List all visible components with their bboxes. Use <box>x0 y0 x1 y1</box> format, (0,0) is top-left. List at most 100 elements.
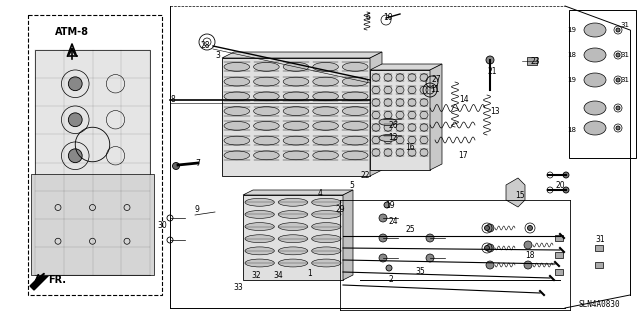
Ellipse shape <box>313 107 339 115</box>
Bar <box>595 262 603 268</box>
Circle shape <box>616 106 620 110</box>
Ellipse shape <box>283 77 309 86</box>
Circle shape <box>527 226 532 231</box>
Bar <box>555 269 563 275</box>
Polygon shape <box>31 174 154 275</box>
Text: 35: 35 <box>415 268 425 277</box>
Text: 23: 23 <box>530 57 540 66</box>
Ellipse shape <box>224 151 250 160</box>
Ellipse shape <box>313 77 339 86</box>
Ellipse shape <box>313 136 339 145</box>
Ellipse shape <box>420 99 428 106</box>
Polygon shape <box>243 190 353 195</box>
Ellipse shape <box>278 223 308 231</box>
Text: 14: 14 <box>459 95 469 105</box>
Circle shape <box>524 261 532 269</box>
Ellipse shape <box>408 124 416 131</box>
Bar <box>555 252 563 258</box>
Text: 16: 16 <box>405 144 415 152</box>
Ellipse shape <box>312 259 341 267</box>
Ellipse shape <box>372 111 380 119</box>
Bar <box>35 50 150 275</box>
Polygon shape <box>506 178 525 207</box>
Ellipse shape <box>396 149 404 156</box>
Text: 6: 6 <box>365 13 371 23</box>
Ellipse shape <box>253 151 279 160</box>
Ellipse shape <box>245 223 275 231</box>
Text: 30: 30 <box>157 220 167 229</box>
Circle shape <box>426 254 434 262</box>
Text: 10: 10 <box>383 13 393 23</box>
Bar <box>222 58 370 176</box>
Ellipse shape <box>584 101 606 115</box>
Text: 31: 31 <box>621 22 630 28</box>
Text: 22: 22 <box>360 170 370 180</box>
Bar <box>28 15 162 295</box>
Circle shape <box>484 246 490 250</box>
Ellipse shape <box>342 77 368 86</box>
Ellipse shape <box>278 235 308 243</box>
Ellipse shape <box>384 149 392 156</box>
Ellipse shape <box>245 211 275 219</box>
Ellipse shape <box>584 23 606 37</box>
Circle shape <box>386 265 392 271</box>
Ellipse shape <box>384 74 392 81</box>
Polygon shape <box>222 52 382 58</box>
Ellipse shape <box>372 86 380 94</box>
Ellipse shape <box>379 118 397 125</box>
Ellipse shape <box>420 111 428 119</box>
Ellipse shape <box>253 136 279 145</box>
Ellipse shape <box>584 48 606 62</box>
Ellipse shape <box>408 86 416 94</box>
Circle shape <box>426 234 434 242</box>
Ellipse shape <box>278 198 308 206</box>
Ellipse shape <box>253 122 279 130</box>
Ellipse shape <box>372 74 380 81</box>
Circle shape <box>68 113 82 127</box>
Polygon shape <box>370 64 442 70</box>
Circle shape <box>68 221 82 235</box>
Circle shape <box>486 224 494 232</box>
Ellipse shape <box>245 259 275 267</box>
Text: 18: 18 <box>568 127 577 133</box>
Ellipse shape <box>224 77 250 86</box>
Text: 18: 18 <box>568 52 577 58</box>
Bar <box>370 70 430 170</box>
Circle shape <box>616 78 620 82</box>
Text: 19: 19 <box>568 27 577 33</box>
Circle shape <box>379 254 387 262</box>
Text: 28: 28 <box>200 41 210 49</box>
Circle shape <box>68 149 82 163</box>
Text: 19: 19 <box>385 201 395 210</box>
Circle shape <box>486 56 494 64</box>
Ellipse shape <box>408 149 416 156</box>
Ellipse shape <box>312 235 341 243</box>
Text: 1: 1 <box>308 269 312 278</box>
Text: 29: 29 <box>335 205 345 214</box>
Ellipse shape <box>384 86 392 94</box>
Ellipse shape <box>245 247 275 255</box>
Ellipse shape <box>408 74 416 81</box>
Ellipse shape <box>245 235 275 243</box>
Ellipse shape <box>342 107 368 115</box>
Text: 15: 15 <box>515 190 525 199</box>
Ellipse shape <box>313 63 339 71</box>
Ellipse shape <box>312 211 341 219</box>
Ellipse shape <box>224 136 250 145</box>
Circle shape <box>616 126 620 130</box>
Ellipse shape <box>283 136 309 145</box>
Polygon shape <box>343 190 353 280</box>
Text: 5: 5 <box>349 181 355 189</box>
Circle shape <box>173 162 179 169</box>
Text: FR.: FR. <box>48 275 66 285</box>
Circle shape <box>384 202 390 208</box>
Ellipse shape <box>224 63 250 71</box>
Circle shape <box>68 185 82 199</box>
Ellipse shape <box>396 111 404 119</box>
Ellipse shape <box>420 74 428 81</box>
Ellipse shape <box>312 198 341 206</box>
Text: 2: 2 <box>388 276 394 285</box>
Text: 32: 32 <box>251 271 261 279</box>
Ellipse shape <box>224 122 250 130</box>
Text: SLN4A0830: SLN4A0830 <box>579 300 620 309</box>
